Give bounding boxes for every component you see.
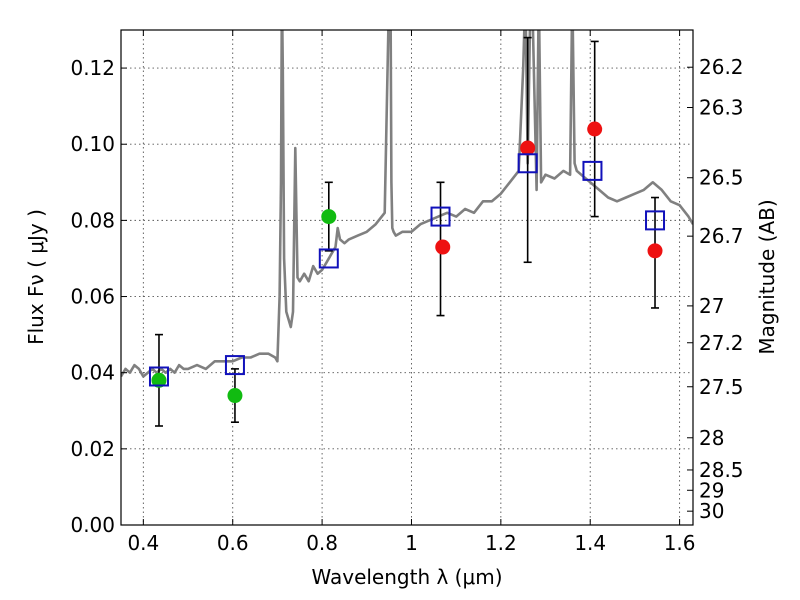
magnitude-axis-title: Magnitude (AB) xyxy=(755,199,779,354)
model-flux-square xyxy=(430,206,451,227)
red-photometry-point xyxy=(647,243,663,259)
model-flux-square xyxy=(224,355,245,376)
red-photometry-point xyxy=(520,140,536,156)
green-photometry-point xyxy=(321,209,337,225)
y-tick-label: 0.08 xyxy=(70,208,115,232)
magnitude-tick-label: 30 xyxy=(699,499,724,523)
model-flux-square xyxy=(318,248,339,269)
y-tick-label: 0.12 xyxy=(70,56,115,80)
y-axis-title: Flux Fν ( μJy ) xyxy=(24,209,48,345)
y-tick-label: 0.06 xyxy=(70,285,115,309)
x-tick-label: 0.4 xyxy=(127,531,159,555)
model-spectrum-line xyxy=(121,30,693,378)
magnitude-tick-label: 29 xyxy=(699,478,724,502)
magnitude-tick-label: 27.2 xyxy=(699,331,744,355)
magnitude-tick-label: 28.5 xyxy=(699,458,744,482)
magnitude-tick-label: 26.2 xyxy=(699,55,744,79)
green-photometry-point xyxy=(227,388,243,404)
y-tick-label: 0.10 xyxy=(70,132,115,156)
magnitude-tick-label: 26.7 xyxy=(699,224,744,248)
magnitude-tick-label: 26.3 xyxy=(699,95,744,119)
grid-lines xyxy=(121,30,693,526)
model-flux-square xyxy=(645,210,666,231)
red-photometry-point xyxy=(435,239,451,255)
plot-area xyxy=(121,30,693,427)
model-flux-square xyxy=(582,160,603,181)
magnitude-tick-label: 27.5 xyxy=(699,375,744,399)
x-tick-label: 1.4 xyxy=(574,531,606,555)
y-tick-label: 0.02 xyxy=(70,437,115,461)
x-tick-label: 1 xyxy=(405,531,418,555)
x-tick-label: 0.6 xyxy=(217,531,249,555)
x-tick-label: 0.8 xyxy=(306,531,338,555)
magnitude-tick-label: 28 xyxy=(699,426,724,450)
red-photometry-point xyxy=(587,121,603,137)
axis-ticks: 0.4 0.6 0.8 1 1.2 1.4 1.6 0.00 0.02 0.04 0.06 0.08 0… xyxy=(70,30,744,555)
x-axis-title: Wavelength λ (μm) xyxy=(311,565,502,589)
model-flux-square xyxy=(517,153,538,174)
magnitude-tick-label: 27 xyxy=(699,294,724,318)
y-tick-label: 0.04 xyxy=(70,361,115,385)
x-tick-label: 1.6 xyxy=(664,531,696,555)
x-tick-label: 1.2 xyxy=(485,531,517,555)
magnitude-tick-label: 26.5 xyxy=(699,166,744,190)
model-flux-square xyxy=(148,366,169,387)
y-tick-label: 0.00 xyxy=(70,513,115,537)
plot-frame xyxy=(120,29,694,526)
green-photometry-point xyxy=(151,372,167,388)
